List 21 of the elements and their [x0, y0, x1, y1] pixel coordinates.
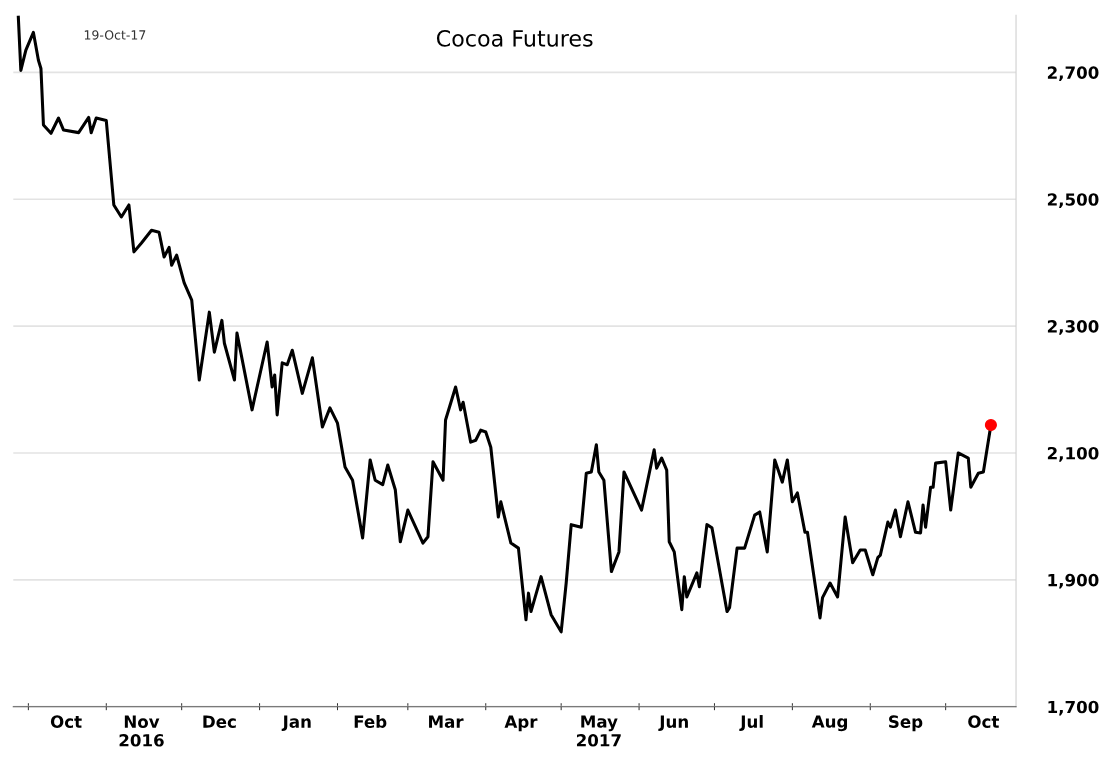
x-tick-label: May 2017 — [576, 715, 621, 747]
x-tick-label: Feb — [354, 715, 387, 728]
x-tick-label: Jul — [739, 715, 763, 732]
x-tick-label: Sep — [889, 715, 923, 732]
x-tick-label: Jan — [281, 715, 311, 732]
x-tick-label: Dec — [203, 715, 236, 728]
x-tick-label: Apr — [504, 715, 538, 732]
x-tick-label: Jun — [658, 715, 688, 732]
annotation: 19-Oct-17 — [84, 30, 146, 40]
x-tick-label: Oct — [968, 715, 999, 728]
y-tick-label: 1,700 — [1048, 700, 1099, 716]
x-tick-label: Aug — [811, 715, 848, 732]
x-tick-label: Nov 2016 — [119, 715, 164, 747]
x-tick-label: Mar — [429, 715, 464, 728]
text: Cocoa Futures — [436, 29, 593, 47]
y-tick-label: 2,300 — [1047, 320, 1099, 335]
y-tick-label: 2,700 — [1047, 66, 1099, 82]
x-tick-label: Oct — [50, 715, 82, 728]
y-tick-label: 2,500 — [1047, 193, 1099, 208]
y-tick-label: 2,100 — [1047, 446, 1099, 462]
y-tick-label: 1,900 — [1048, 573, 1099, 589]
